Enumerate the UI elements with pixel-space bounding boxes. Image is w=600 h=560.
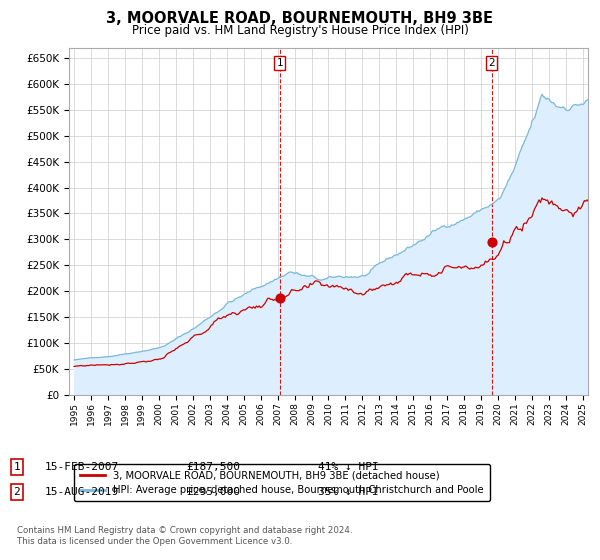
Text: 15-FEB-2007: 15-FEB-2007 <box>45 462 119 472</box>
Text: 2: 2 <box>488 58 495 68</box>
Text: 35% ↓ HPI: 35% ↓ HPI <box>318 487 379 497</box>
Text: 15-AUG-2019: 15-AUG-2019 <box>45 487 119 497</box>
Text: 2: 2 <box>13 487 20 497</box>
Point <box>275 293 284 302</box>
Text: 1: 1 <box>277 58 283 68</box>
Legend: 3, MOORVALE ROAD, BOURNEMOUTH, BH9 3BE (detached house), HPI: Average price, det: 3, MOORVALE ROAD, BOURNEMOUTH, BH9 3BE (… <box>74 464 490 501</box>
Text: Price paid vs. HM Land Registry's House Price Index (HPI): Price paid vs. HM Land Registry's House … <box>131 24 469 36</box>
Text: £295,000: £295,000 <box>186 487 240 497</box>
Text: £187,500: £187,500 <box>186 462 240 472</box>
Point <box>487 237 496 246</box>
Text: 1: 1 <box>13 462 20 472</box>
Text: Contains HM Land Registry data © Crown copyright and database right 2024.
This d: Contains HM Land Registry data © Crown c… <box>17 526 352 546</box>
Text: 41% ↓ HPI: 41% ↓ HPI <box>318 462 379 472</box>
Text: 3, MOORVALE ROAD, BOURNEMOUTH, BH9 3BE: 3, MOORVALE ROAD, BOURNEMOUTH, BH9 3BE <box>107 11 493 26</box>
